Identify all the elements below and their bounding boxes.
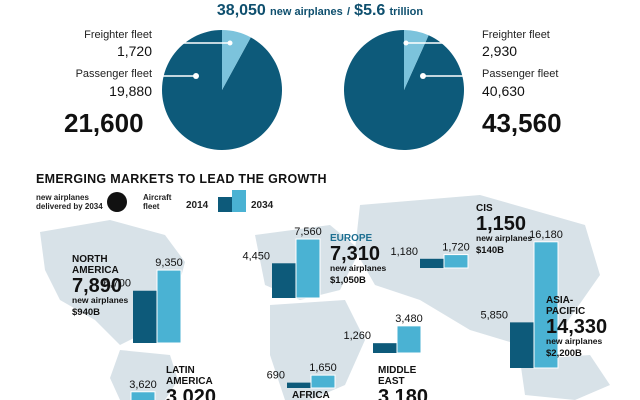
region-new-airplanes-text-asia-pacific: new airplanes [546, 336, 602, 346]
regional-bars: 6,700 9,350 4,450 7,560 1,180 1,720 5,850 16,18… [103, 226, 563, 400]
bar-label-2034-cis: 1,720 [442, 242, 470, 254]
region-new-airplanes-text-north-america: new airplanes [72, 295, 128, 305]
pie-2014-freighter-label: Freighter fleet [84, 29, 152, 41]
bar-2034-asia-pacific [533, 241, 559, 369]
pie-2014-total: 21,600 [64, 108, 144, 138]
top-banner [0, 0, 640, 22]
region-new-airplanes-latin-america: 3,020 [166, 386, 216, 400]
region-new-airplanes-middle-east: 3,180 [378, 386, 428, 400]
pie-2034-freighter-label: Freighter fleet [482, 29, 550, 41]
region-new-airplanes-cis: 1,150 [476, 213, 526, 235]
region-name-cis-line-0: CIS [476, 203, 493, 214]
legend-delivered-dot [107, 192, 127, 212]
bar-label-2034-middle-east: 3,480 [395, 313, 423, 325]
pie-2014-passenger-value: 19,880 [109, 83, 152, 99]
pie-chart-2014 [160, 30, 282, 150]
headline-airplanes-value: 38,050 [216, 2, 266, 19]
bar-2014-cis [420, 258, 444, 268]
bar-label-2014-africa: 690 [267, 370, 285, 382]
map-south-america [110, 350, 178, 400]
region-new-airplanes-text-cis: new airplanes [476, 233, 532, 243]
pie-2034-passenger-dot [420, 73, 426, 79]
headline-money-value: $5.6 [354, 2, 386, 19]
region-name-middle-east-line-1: EAST [378, 376, 405, 387]
headline: 38,050 new airplanes / $5.6 trillion [0, 2, 640, 20]
pie-2034-passenger-value: 40,630 [482, 83, 525, 99]
region-name-north-america-line-0: NORTH [72, 254, 108, 265]
region-name-africa-line-0: AFRICA [292, 390, 330, 400]
legend-bar-2034 [232, 190, 246, 212]
region-name-latin-america-line-0: LATIN [166, 365, 195, 376]
legend-year-2014: 2014 [186, 200, 209, 211]
region-value-north-america: $940B [72, 307, 100, 318]
pie-2014-passenger-label: Passenger fleet [75, 68, 152, 80]
headline-separator: / [346, 6, 350, 18]
bar-label-2034-europe: 7,560 [294, 226, 322, 238]
pie-chart-2034 [344, 30, 466, 150]
bar-label-2034-asia-pacific: 16,180 [529, 229, 563, 241]
region-new-airplanes-north-america: 7,890 [72, 275, 122, 297]
region-name-north-america-line-1: AMERICA [72, 265, 119, 276]
bar-2014-middle-east [373, 343, 397, 353]
bar-2034-africa [310, 374, 336, 389]
bar-2014-africa [287, 382, 311, 388]
bar-label-2034-north-america: 9,350 [155, 257, 183, 269]
region-value-europe: $1,050B [330, 275, 366, 286]
bar-2034-europe [295, 238, 321, 299]
pie-2034-freighter-value: 2,930 [482, 43, 518, 59]
region-name-asia-pacific-line-0: ASIA- [546, 295, 573, 306]
bar-label-2014-cis: 1,180 [390, 246, 418, 258]
region-value-asia-pacific: $2,200B [546, 348, 582, 359]
region-new-airplanes-europe: 7,310 [330, 243, 380, 265]
pie-2014-freighter-value: 1,720 [116, 43, 152, 59]
bar-2034-latin-america [130, 391, 156, 400]
bar-2034-cis [443, 254, 469, 269]
bar-2014-north-america [133, 290, 157, 343]
pie-2014-freighter-dot [227, 40, 233, 46]
region-new-airplanes-asia-pacific: 14,330 [546, 316, 607, 338]
legend-fleet-label: Aircraft fleet [143, 193, 172, 211]
bar-label-2014-north-america: 6,700 [103, 278, 131, 290]
map-africa [270, 300, 365, 400]
region-name-europe-line-0: EUROPE [330, 233, 373, 244]
bar-2034-north-america [156, 269, 182, 344]
bar-2014-asia-pacific [510, 322, 534, 368]
pie-2034-total: 43,560 [482, 108, 562, 138]
legend-bar-2014 [218, 197, 232, 212]
legend-delivered-label: new airplanes delivered by 2034 [36, 193, 103, 211]
bar-label-2034-latin-america: 3,620 [129, 379, 157, 391]
headline-money-text: trillion [389, 6, 424, 18]
region-new-airplanes-text-europe: new airplanes [330, 263, 386, 273]
pie-2014-passenger-dot [193, 73, 199, 79]
section-title: EMERGING MARKETS TO LEAD THE GROWTH [36, 172, 327, 186]
bar-2034-middle-east [396, 325, 422, 354]
pie-2034-freighter-dot [403, 40, 409, 46]
bar-label-2034-africa: 1,650 [309, 362, 337, 374]
bar-label-2014-europe: 4,450 [242, 250, 270, 262]
bar-label-2014-middle-east: 1,260 [343, 330, 371, 342]
legend-year-2034: 2034 [251, 200, 274, 211]
region-name-latin-america-line-1: AMERICA [166, 376, 213, 387]
region-name-middle-east-line-0: MIDDLE [378, 365, 417, 376]
headline-airplanes-text: new airplanes [270, 6, 343, 18]
region-name-asia-pacific-line-1: PACIFIC [546, 306, 585, 317]
region-value-cis: $140B [476, 245, 504, 256]
pie-2034-passenger-label: Passenger fleet [482, 68, 559, 80]
bar-2014-europe [272, 263, 296, 298]
pie-2034-freighter-slice [404, 30, 429, 90]
bar-label-2014-asia-pacific: 5,850 [480, 309, 508, 321]
